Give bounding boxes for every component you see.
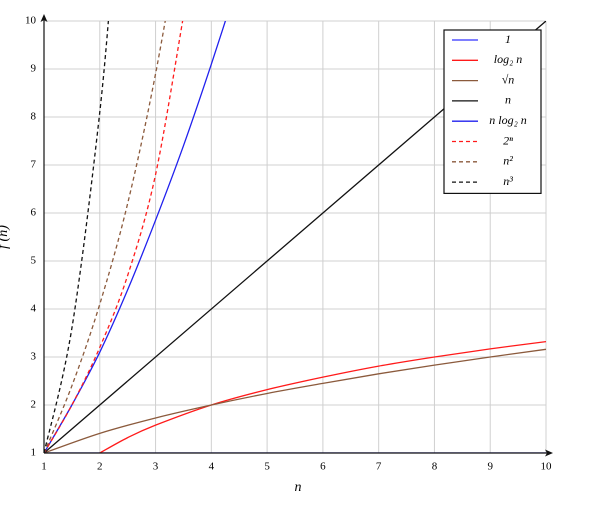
legend-label: n log₂ n [489, 113, 527, 127]
y-tick-label: 10 [25, 15, 37, 27]
series-line [44, 21, 110, 453]
legend-label: 2ⁿ [503, 133, 513, 147]
y-tick-label: 2 [31, 399, 37, 411]
series-line [44, 21, 184, 453]
x-arrow [545, 449, 553, 457]
x-tick-label: 7 [376, 461, 382, 473]
x-tick-label: 9 [487, 461, 493, 473]
x-tick-label: 2 [97, 461, 103, 473]
x-tick-label: 4 [209, 461, 215, 473]
axes [40, 14, 553, 457]
y-arrow [40, 14, 48, 22]
y-tick-label: 5 [31, 255, 37, 267]
legend-label: n² [503, 154, 513, 168]
x-tick-label: 10 [541, 461, 553, 473]
series-line [99, 340, 546, 453]
legend-box [443, 29, 542, 194]
x-tick-label: 1 [41, 461, 47, 473]
legend-label: n [505, 93, 511, 107]
x-tick-label: 6 [320, 461, 326, 473]
legend-label: √n [502, 72, 515, 86]
y-tick-label: 8 [31, 111, 37, 123]
y-tick-label: 3 [31, 351, 37, 363]
y-tick-label: 7 [31, 159, 37, 171]
series-line [44, 21, 166, 453]
legend: 1 log₂ n √n n n log₂ n 2ⁿ n² n³ [443, 29, 542, 194]
x-axis-label: n [295, 480, 302, 495]
x-tick-label: 5 [264, 461, 270, 473]
legend-label: log₂ n [494, 52, 523, 66]
y-tick-label: 6 [31, 207, 37, 219]
y-tick-label: 1 [31, 447, 37, 459]
y-axis-label: f (n) [0, 225, 11, 249]
series-line [44, 21, 227, 453]
x-tick-label: 3 [153, 461, 159, 473]
series-line [44, 348, 546, 453]
legend-label: n³ [503, 174, 513, 188]
y-tick-label: 9 [31, 63, 37, 75]
y-tick-label: 4 [31, 303, 37, 315]
legend-label: 1 [505, 32, 511, 46]
x-tick-label: 8 [432, 461, 438, 473]
